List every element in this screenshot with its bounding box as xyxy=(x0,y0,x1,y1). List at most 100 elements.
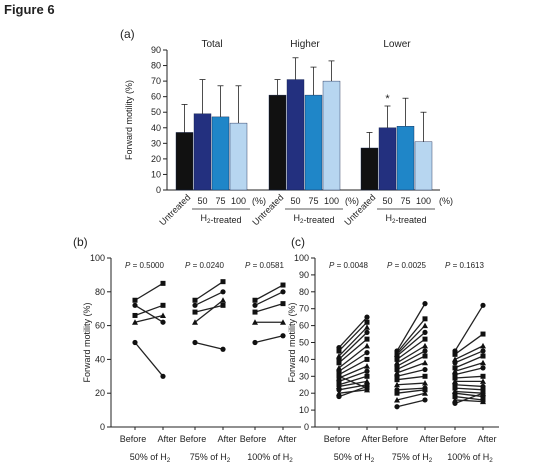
data-point-c xyxy=(480,378,486,384)
data-point-c xyxy=(452,385,458,391)
group-title-a: Total xyxy=(201,39,222,50)
x-label-after-b: After xyxy=(217,434,236,444)
data-point-b xyxy=(220,302,226,308)
data-point-c xyxy=(452,396,458,403)
y-tick-label-a: 50 xyxy=(151,107,161,117)
data-point-c xyxy=(480,331,486,337)
category-label-a: Untreated xyxy=(157,192,192,227)
data-point-c xyxy=(452,375,458,381)
data-point-c xyxy=(422,397,428,403)
data-point-c xyxy=(394,369,400,376)
panel-label-a: (a) xyxy=(120,27,135,41)
y-tick-label-c: 10 xyxy=(299,405,309,415)
data-point-c xyxy=(394,396,400,403)
category-label-a: 100 xyxy=(416,196,431,206)
category-label-a: 75 xyxy=(308,196,318,206)
data-point-c xyxy=(336,383,342,389)
data-point-c xyxy=(452,360,458,366)
data-point-c xyxy=(364,356,370,362)
pair-line-c xyxy=(338,365,368,379)
data-point-c xyxy=(422,342,428,349)
pair-line-b xyxy=(254,303,284,313)
data-point-c xyxy=(364,324,370,330)
x-label-after-b: After xyxy=(277,434,296,444)
data-point-c xyxy=(422,380,428,386)
y-axis-title-a: Forward motility (%) xyxy=(124,80,134,160)
y-tick-label-c: 0 xyxy=(304,422,309,432)
pair-line-c xyxy=(338,358,368,376)
pair-line-c xyxy=(396,399,426,408)
data-point-c xyxy=(364,378,370,384)
bar-a xyxy=(175,132,194,191)
pair-line-c xyxy=(396,375,426,381)
x-label-before-b: Before xyxy=(180,434,207,444)
y-tick-label-c: 100 xyxy=(294,253,309,263)
y-tick-label-a: 0 xyxy=(156,185,161,195)
pair-line-c xyxy=(396,325,426,355)
y-tick-label-a: 90 xyxy=(151,45,161,55)
data-point-c xyxy=(394,381,400,388)
x-label-before-c: Before xyxy=(324,434,351,444)
p-value-b: P = 0.0581 xyxy=(245,261,284,270)
data-point-c xyxy=(336,364,342,371)
y-tick-label-c: 40 xyxy=(299,354,309,364)
pair-line-c xyxy=(396,303,426,352)
pair-line-c xyxy=(396,338,426,360)
data-point-c xyxy=(364,329,370,335)
data-point-c xyxy=(364,342,370,349)
pair-line-b xyxy=(134,304,164,323)
data-point-b xyxy=(220,289,226,295)
data-point-b xyxy=(192,302,198,308)
treatment-label-a: H2-treated xyxy=(293,213,334,225)
pair-line-c xyxy=(396,392,426,401)
y-tick-label-c: 60 xyxy=(299,321,309,331)
pair-line-b xyxy=(254,335,284,344)
pair-line-b xyxy=(134,314,164,323)
data-point-c xyxy=(394,390,400,396)
data-point-c xyxy=(422,359,428,366)
data-point-c xyxy=(336,348,342,354)
data-point-c xyxy=(452,351,458,357)
y-axis-title-c: Forward motility (%) xyxy=(287,302,297,382)
data-point-c xyxy=(452,378,458,384)
y-tick-label-a: 70 xyxy=(151,76,161,86)
pair-line-c xyxy=(454,387,484,391)
data-point-c xyxy=(364,350,370,356)
pair-line-c xyxy=(454,304,484,352)
y-tick-label-a: 20 xyxy=(151,154,161,164)
data-point-c xyxy=(452,356,458,362)
pair-line-c xyxy=(454,350,484,364)
pair-line-c xyxy=(396,350,426,367)
bar-a xyxy=(322,80,341,191)
data-point-b xyxy=(280,301,286,307)
data-point-c xyxy=(336,373,342,379)
y-tick-label-c: 30 xyxy=(299,371,309,381)
y-tick-label-b: 0 xyxy=(100,422,105,432)
data-point-c xyxy=(394,377,400,383)
pair-line-c xyxy=(338,370,368,382)
pair-line-c xyxy=(454,355,484,369)
bar-a xyxy=(286,79,305,191)
data-point-c xyxy=(394,404,400,410)
data-point-b xyxy=(252,297,258,303)
x-label-after-b: After xyxy=(157,434,176,444)
data-point-b xyxy=(280,282,286,288)
bar-a xyxy=(268,94,287,191)
data-point-c xyxy=(422,366,428,373)
pair-line-c xyxy=(396,368,426,377)
bar-a xyxy=(414,141,433,191)
p-value-c: P = 0.1613 xyxy=(445,261,484,270)
y-tick-label-b: 100 xyxy=(90,253,105,263)
data-point-c xyxy=(364,368,370,374)
data-point-c xyxy=(422,387,428,393)
data-point-b xyxy=(192,309,198,315)
data-point-c xyxy=(364,336,370,342)
bar-a xyxy=(396,126,415,191)
group-label-c: 75% of H2 xyxy=(392,452,433,464)
data-point-c xyxy=(422,348,428,354)
pair-line-c xyxy=(396,355,426,371)
x-label-after-c: After xyxy=(477,434,496,444)
p-value-b: P = 0.0240 xyxy=(185,261,224,270)
data-point-c xyxy=(336,393,342,400)
